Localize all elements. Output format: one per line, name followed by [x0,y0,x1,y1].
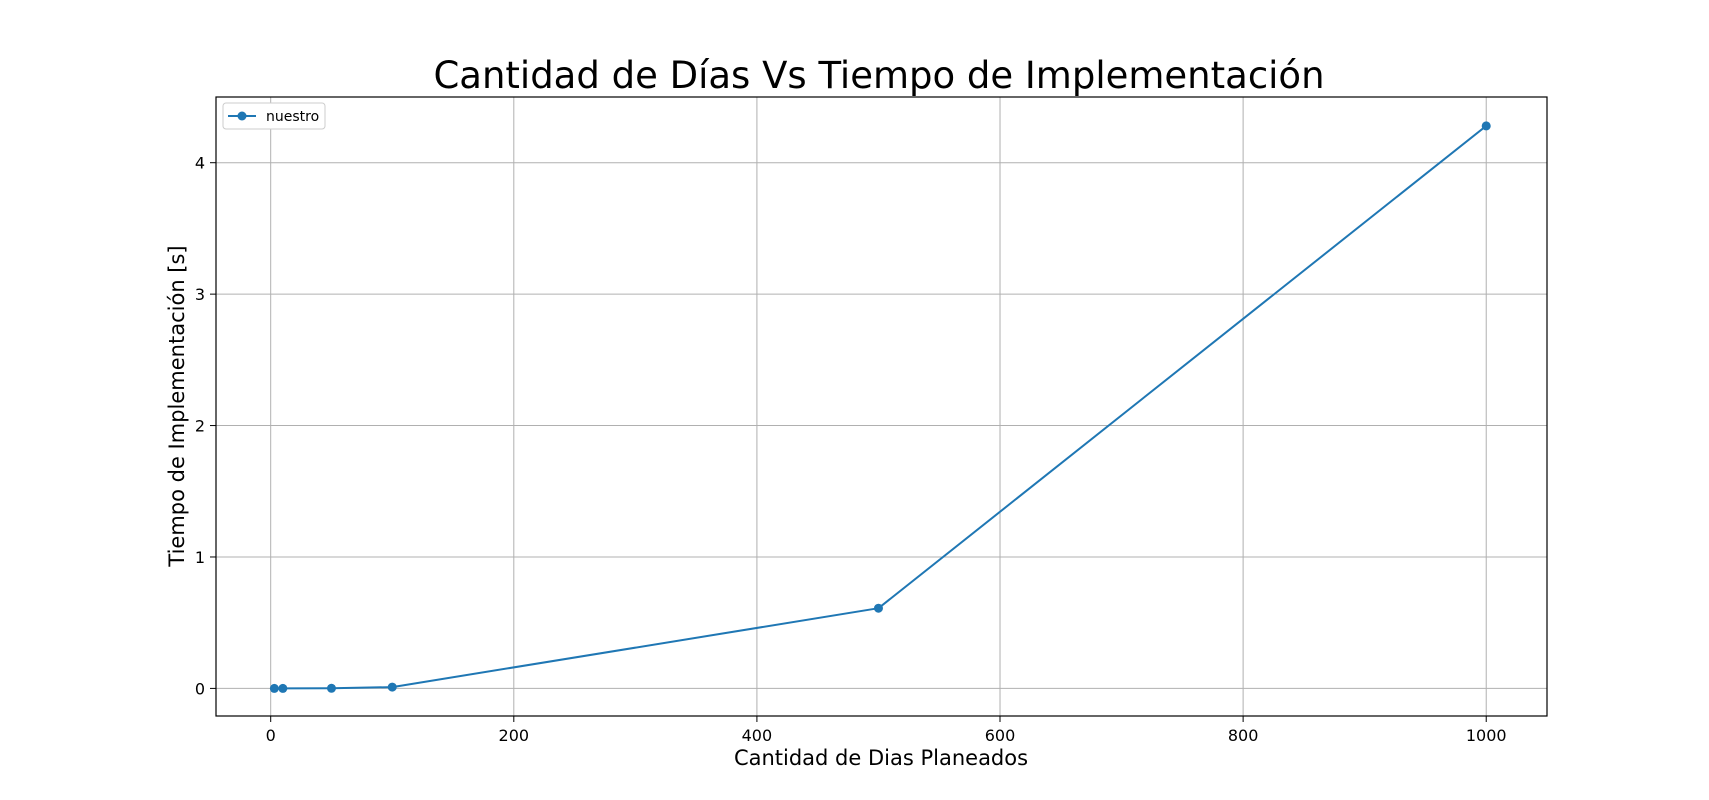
y-tick-label: 0 [195,679,205,698]
chart-title: Cantidad de Días Vs Tiempo de Implementa… [433,54,1324,97]
x-tick-label: 800 [1228,726,1259,745]
grid [216,97,1547,716]
legend-marker-sample [237,111,247,121]
data-point-marker [278,683,288,693]
x-tick-label: 0 [266,726,276,745]
x-tick-label: 1000 [1466,726,1507,745]
x-tick-label: 600 [985,726,1016,745]
x-axis-label: Cantidad de Dias Planeados [734,746,1028,770]
plot-area [216,97,1547,716]
y-tick-label: 1 [195,548,205,567]
data-point-marker [269,683,279,693]
legend-label-nuestro: nuestro [266,109,319,125]
y-axis-label: Tiempo de Implementación [s] [165,245,189,567]
data-point-marker [873,603,883,613]
y-tick-label: 2 [195,417,205,436]
y-tick-label: 3 [195,285,205,304]
plot-frame [215,96,1548,717]
x-tick-label: 400 [742,726,773,745]
x-tick-label: 200 [499,726,530,745]
series-layer [269,121,1491,693]
data-point-marker [387,682,397,692]
y-tick-label: 4 [195,154,205,173]
legend[interactable]: nuestro [222,102,326,130]
data-point-marker [1481,121,1491,131]
tick-layer: 0 200 400 600 800 1000 0 1 2 3 4 [195,154,1507,745]
data-point-marker [326,683,336,693]
legend-box [222,102,326,130]
